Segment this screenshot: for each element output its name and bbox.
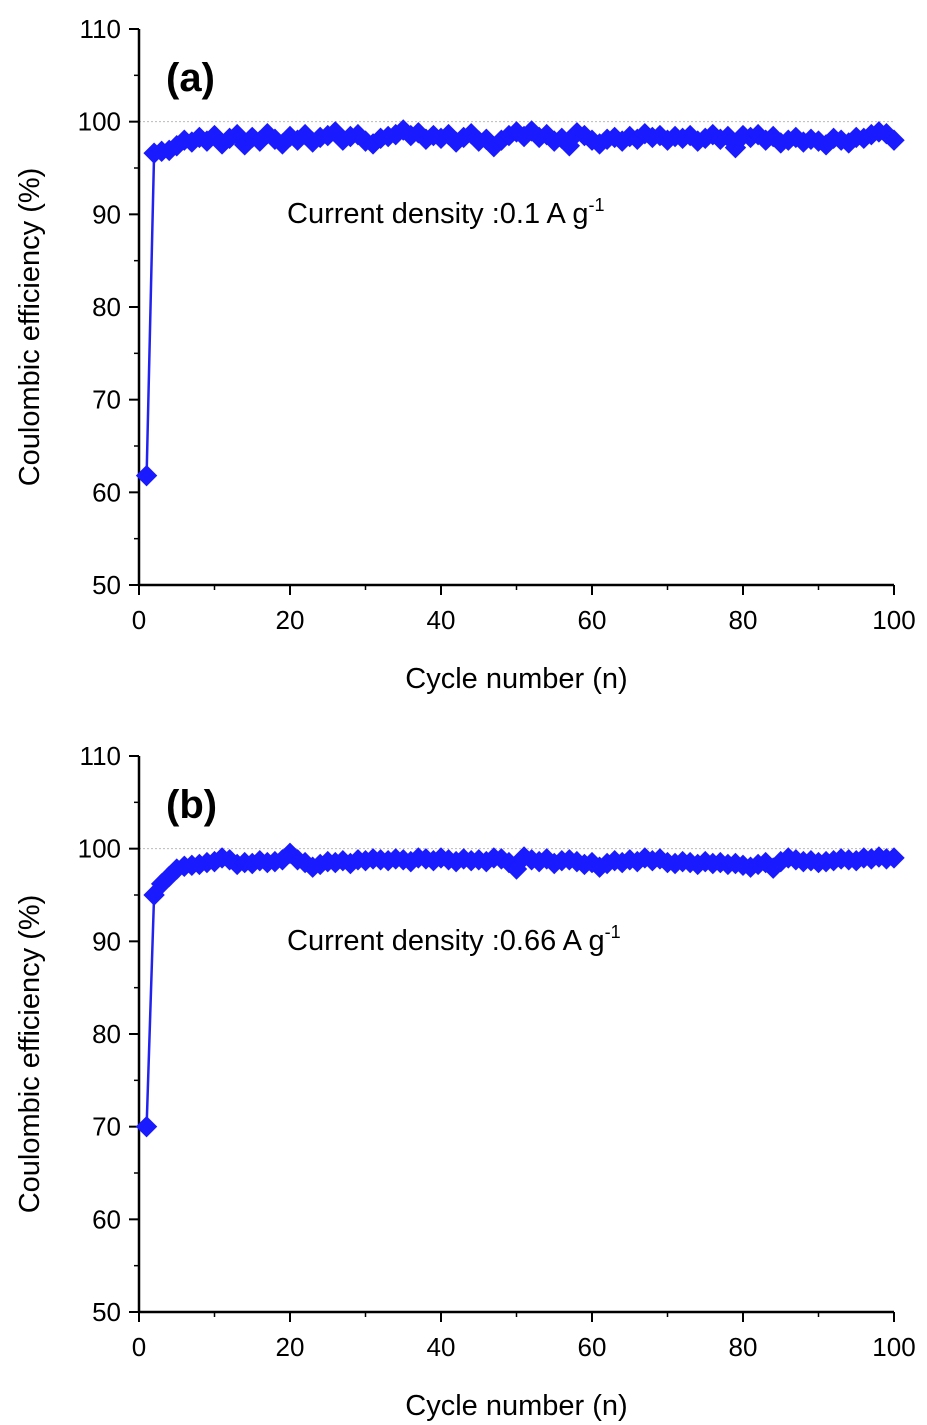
x-tick-label: 100 xyxy=(872,1332,915,1362)
x-tick-label: 80 xyxy=(729,605,758,635)
axes: 50 60 70 80 90 100 110 0 20 40 60 80 100 xyxy=(78,14,916,635)
y-tick-label: 80 xyxy=(92,292,121,322)
data-point xyxy=(135,1115,158,1138)
series-markers xyxy=(135,119,905,487)
chart-panel-a: (a) Current density :0.1 A g-1 Cycle num… xyxy=(14,14,916,695)
series-line xyxy=(145,128,895,476)
panel-label: (b) xyxy=(166,783,217,827)
y-tick-label: 50 xyxy=(92,570,121,600)
y-tick-label: 90 xyxy=(92,926,121,956)
y-tick-label: 110 xyxy=(80,741,121,771)
y-tick-label: 60 xyxy=(92,477,121,507)
y-tick-label: 70 xyxy=(92,385,121,415)
x-tick-label: 60 xyxy=(578,1332,607,1362)
x-tick-label: 40 xyxy=(427,605,456,635)
data-point xyxy=(883,129,905,151)
annotation-text: Current density :0.1 A g-1 xyxy=(287,195,604,230)
x-tick-label: 100 xyxy=(872,605,915,635)
y-axis-title: Coulombic efficiency (%) xyxy=(14,168,46,487)
y-tick-label: 60 xyxy=(92,1204,121,1234)
y-tick-label: 90 xyxy=(92,199,121,229)
annotation-superscript: -1 xyxy=(605,922,621,942)
y-tick-label: 110 xyxy=(80,14,121,44)
chart-panel-b: (b) Current density :0.66 A g-1 Cycle nu… xyxy=(14,741,916,1422)
x-tick-label: 0 xyxy=(132,1332,146,1362)
annotation-superscript: -1 xyxy=(588,195,604,215)
data-point xyxy=(883,847,905,869)
x-tick-label: 60 xyxy=(578,605,607,635)
annotation-main: Current density :0.66 A g xyxy=(287,925,605,957)
x-axis-title: Cycle number (n) xyxy=(405,1390,627,1422)
y-tick-label: 100 xyxy=(78,107,121,137)
y-tick-label: 100 xyxy=(78,834,121,864)
series-line xyxy=(145,851,895,1127)
annotation-text: Current density :0.66 A g-1 xyxy=(287,922,621,957)
series-markers xyxy=(135,842,905,1138)
x-tick-label: 20 xyxy=(276,605,305,635)
x-tick-label: 0 xyxy=(132,605,146,635)
y-tick-label: 50 xyxy=(92,1297,121,1327)
x-tick-label: 20 xyxy=(276,1332,305,1362)
y-axis-title: Coulombic efficiency (%) xyxy=(14,895,46,1214)
data-point xyxy=(135,464,158,487)
panel-label: (a) xyxy=(166,56,215,100)
x-tick-label: 80 xyxy=(729,1332,758,1362)
x-tick-label: 40 xyxy=(427,1332,456,1362)
y-tick-label: 70 xyxy=(92,1112,121,1142)
axes: 50 60 70 80 90 100 110 0 20 40 60 80 100 xyxy=(78,741,916,1362)
annotation-main: Current density :0.1 A g xyxy=(287,198,588,230)
y-tick-label: 80 xyxy=(92,1019,121,1049)
x-axis-title: Cycle number (n) xyxy=(405,663,627,695)
